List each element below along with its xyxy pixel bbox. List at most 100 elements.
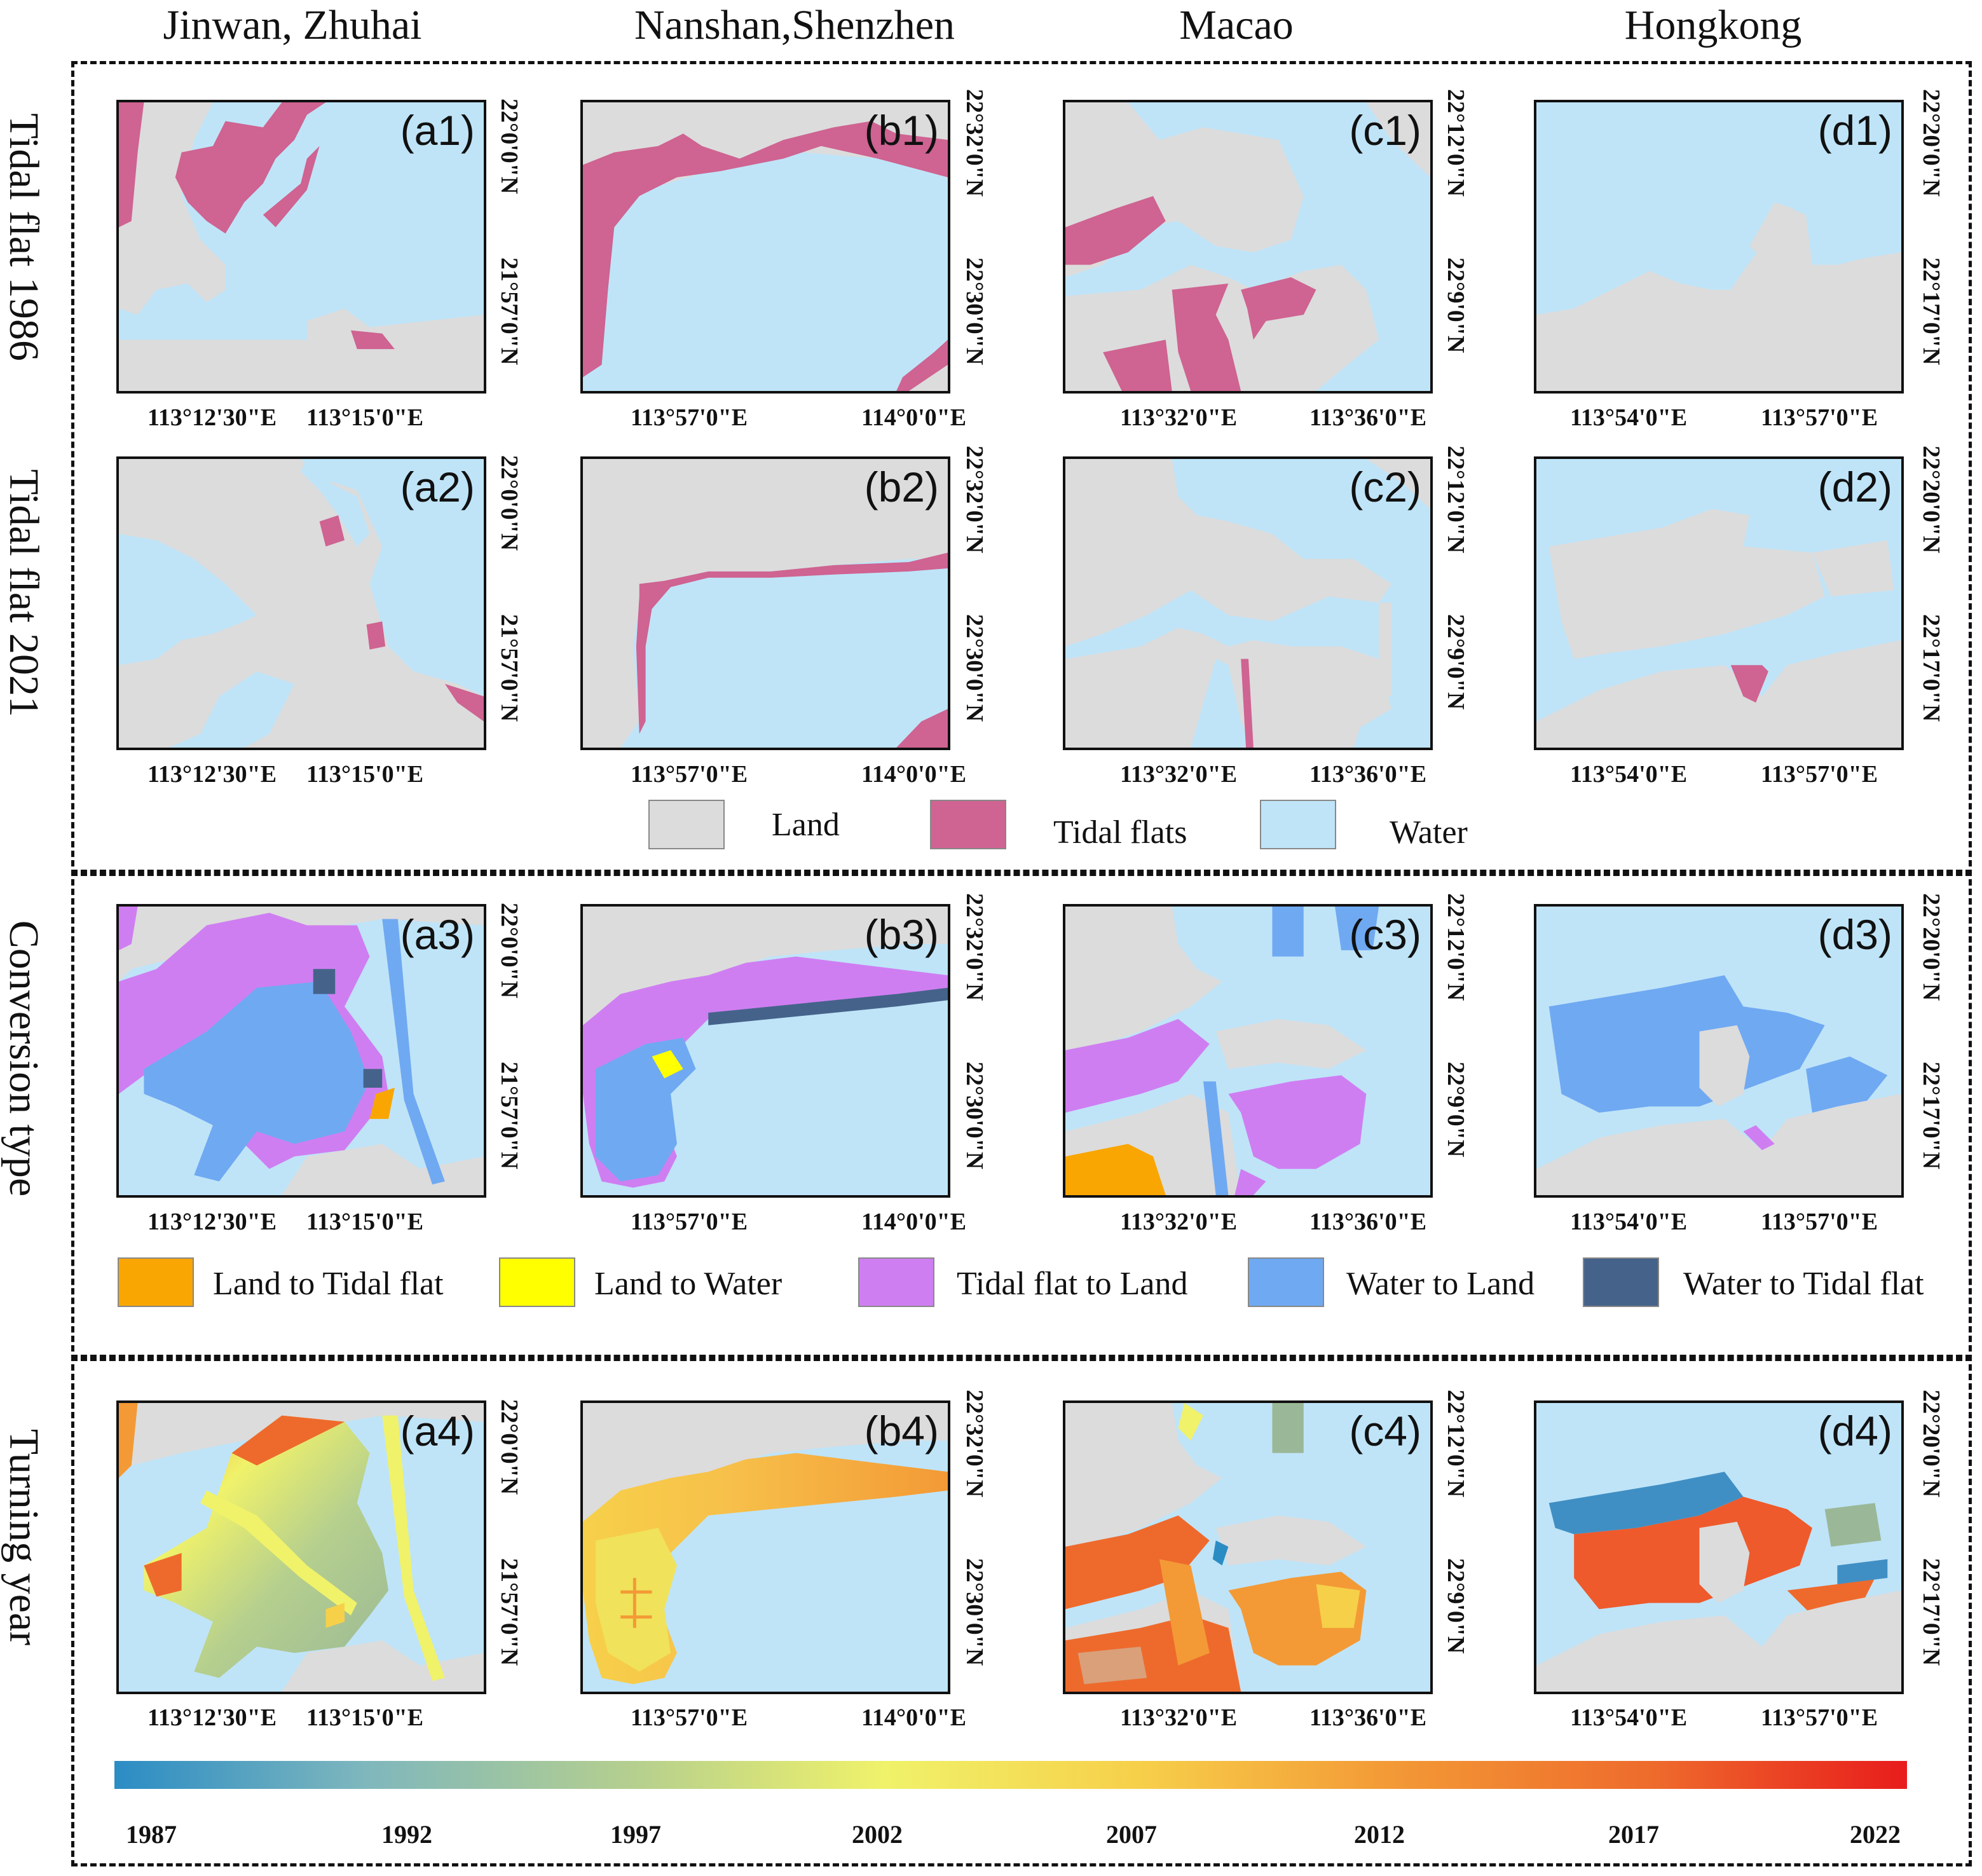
map-b1: (b1)	[580, 100, 950, 394]
x-tick: 113°57'0"E	[631, 761, 748, 788]
y-tick: 22°30'0"N	[961, 1062, 988, 1170]
y-tick: 22°9'0"N	[1442, 1558, 1469, 1654]
map-d2: (d2)	[1534, 456, 1904, 750]
legend-label-water-to-tidal: Water to Tidal flat	[1683, 1266, 1924, 1302]
legend-swatch-land-to-tidal	[118, 1257, 194, 1307]
x-tick: 113°32'0"E	[1120, 761, 1238, 788]
y-tick: 21°57'0"N	[496, 1062, 523, 1170]
x-tick: 113°32'0"E	[1120, 1704, 1238, 1731]
panel-label: (b1)	[864, 107, 939, 154]
x-tick: 114°0'0"E	[861, 1704, 967, 1731]
colorbar-tick: 1997	[610, 1820, 661, 1849]
panel-label: (d1)	[1817, 107, 1892, 154]
map-b3: (b3)	[580, 904, 950, 1198]
panel-label: (d3)	[1817, 911, 1892, 958]
x-tick: 114°0'0"E	[861, 761, 967, 788]
legend-swatch-water-to-land	[1248, 1257, 1324, 1307]
x-tick: 113°15'0"E	[306, 1208, 424, 1235]
y-tick: 22°12'0"N	[1442, 89, 1469, 197]
y-tick: 22°0'0"N	[496, 903, 523, 999]
column-title-nanshan: Nanshan,Shenzhen	[634, 2, 955, 48]
column-title-hongkong: Hongkong	[1624, 2, 1802, 48]
legend-label-water: Water	[1390, 814, 1468, 851]
y-tick: 22°17'0"N	[1918, 1558, 1944, 1666]
map-a1: (a1)	[116, 100, 486, 394]
x-tick: 113°36'0"E	[1309, 404, 1427, 431]
legend-swatch-water-to-tidal	[1583, 1257, 1659, 1307]
map-c4: (c4)	[1063, 1400, 1433, 1694]
panel-label: (a2)	[400, 463, 475, 510]
map-b4: (b4)	[580, 1400, 950, 1694]
y-tick: 22°17'0"N	[1918, 614, 1944, 722]
x-tick: 113°57'0"E	[1761, 404, 1878, 431]
x-tick: 113°54'0"E	[1570, 1208, 1688, 1235]
y-tick: 22°17'0"N	[1918, 1062, 1944, 1170]
colorbar-tick: 2022	[1850, 1820, 1901, 1849]
map-a2: (a2)	[116, 456, 486, 750]
x-tick: 113°15'0"E	[306, 1704, 424, 1731]
colorbar-tick: 2012	[1354, 1820, 1405, 1849]
y-tick: 22°32'0"N	[961, 446, 988, 554]
x-tick: 113°57'0"E	[1761, 761, 1878, 788]
panel-label: (c1)	[1349, 107, 1421, 154]
x-tick: 113°57'0"E	[631, 1208, 748, 1235]
column-title-jinwan: Jinwan, Zhuhai	[163, 2, 422, 48]
map-d4: (d4)	[1534, 1400, 1904, 1694]
turning-year-colorbar	[114, 1761, 1907, 1789]
map-c3: (c3)	[1063, 904, 1433, 1198]
legend-label-land-to-water: Land to Water	[594, 1266, 783, 1302]
x-tick: 114°0'0"E	[861, 1208, 967, 1235]
panel-label: (a1)	[400, 107, 475, 154]
panel-label: (c2)	[1349, 463, 1421, 510]
panel-label: (b3)	[864, 911, 939, 958]
x-tick: 113°32'0"E	[1120, 1208, 1238, 1235]
legend-label-tidal: Tidal flats	[1053, 814, 1187, 851]
group-frame-conversion	[71, 870, 1972, 1361]
legend-label-tidal-to-land: Tidal flat to Land	[957, 1266, 1188, 1302]
x-tick: 114°0'0"E	[861, 404, 967, 431]
x-tick: 113°36'0"E	[1309, 761, 1427, 788]
panel-label: (a3)	[400, 911, 475, 958]
group-frame-tidal	[71, 61, 1972, 876]
x-tick: 113°54'0"E	[1570, 404, 1688, 431]
panel-label: (d4)	[1817, 1407, 1892, 1455]
legend-swatch-tidal	[930, 800, 1006, 849]
y-tick: 22°32'0"N	[961, 89, 988, 197]
x-tick: 113°54'0"E	[1570, 761, 1688, 788]
colorbar-tick: 2007	[1106, 1820, 1157, 1849]
y-tick: 22°20'0"N	[1918, 1390, 1944, 1498]
x-tick: 113°36'0"E	[1309, 1208, 1427, 1235]
map-c2: (c2)	[1063, 456, 1433, 750]
group-frame-turning	[71, 1355, 1972, 1866]
y-tick: 22°17'0"N	[1918, 257, 1944, 366]
y-tick: 21°57'0"N	[496, 257, 523, 366]
map-c1: (c1)	[1063, 100, 1433, 394]
map-d3: (d3)	[1534, 904, 1904, 1198]
panel-label: (c3)	[1349, 911, 1421, 958]
panel-label: (b4)	[864, 1407, 939, 1455]
y-tick: 22°12'0"N	[1442, 446, 1469, 554]
legend-label-land-to-tidal: Land to Tidal flat	[213, 1266, 444, 1302]
x-tick: 113°57'0"E	[631, 1704, 748, 1731]
x-tick: 113°57'0"E	[631, 404, 748, 431]
panel-label: (b2)	[864, 463, 939, 510]
map-a3: (a3)	[116, 904, 486, 1198]
y-tick: 22°9'0"N	[1442, 614, 1469, 710]
y-tick: 22°30'0"N	[961, 614, 988, 722]
colorbar-tick: 2002	[852, 1820, 903, 1849]
panel-label: (c4)	[1349, 1407, 1421, 1455]
y-tick: 22°12'0"N	[1442, 1390, 1469, 1498]
colorbar-tick: 1992	[381, 1820, 432, 1849]
y-tick: 21°57'0"N	[496, 1558, 523, 1666]
y-tick: 22°20'0"N	[1918, 446, 1944, 554]
y-tick: 22°12'0"N	[1442, 893, 1469, 1001]
x-tick: 113°15'0"E	[306, 761, 424, 788]
y-tick: 22°20'0"N	[1918, 89, 1944, 197]
map-a4: (a4)	[116, 1400, 486, 1694]
row-title-turning: Turning year	[1, 1428, 47, 1646]
map-b2: (b2)	[580, 456, 950, 750]
y-tick: 22°20'0"N	[1918, 893, 1944, 1001]
panel-label: (d2)	[1817, 463, 1892, 510]
legend-swatch-land	[648, 800, 725, 849]
x-tick: 113°54'0"E	[1570, 1704, 1688, 1731]
